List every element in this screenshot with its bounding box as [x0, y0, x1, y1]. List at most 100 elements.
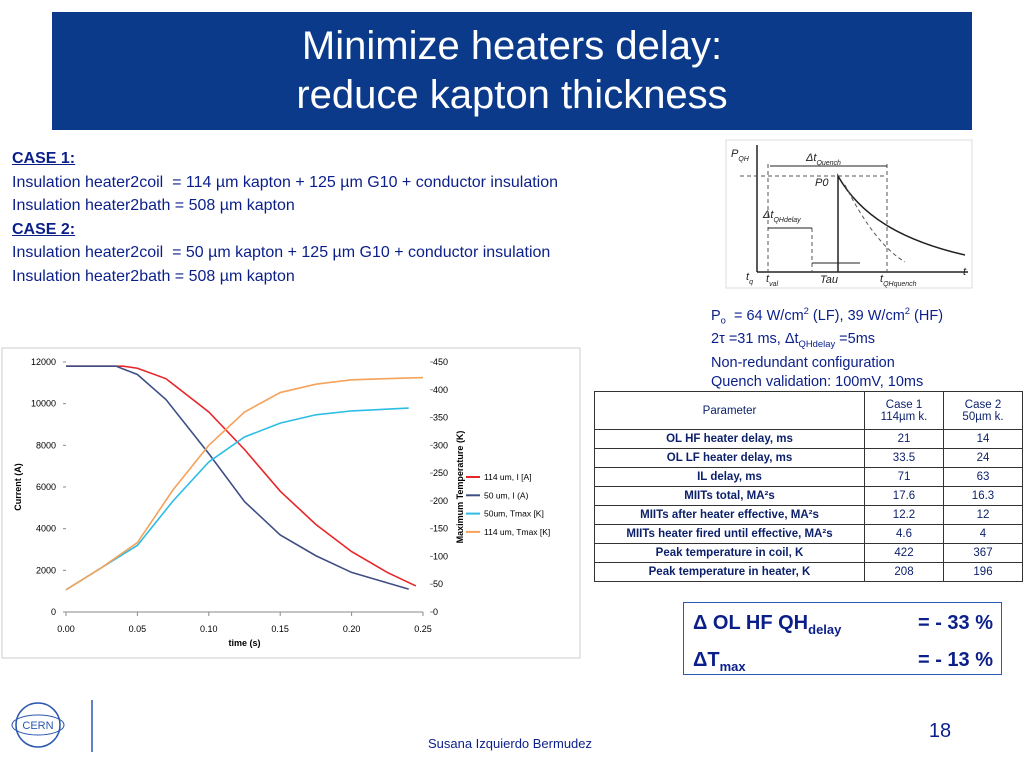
text-segment: Δt — [805, 152, 817, 164]
diagram-label: PQH — [731, 148, 750, 163]
table-row: IL delay, ms 71 63 — [594, 467, 1023, 487]
parameter-cell: Peak temperature in heater, K — [594, 562, 865, 582]
value-cell: 17.6 — [864, 486, 944, 506]
text-segment: P — [711, 307, 721, 324]
value-cell: 12.2 — [864, 505, 944, 525]
table-row: MIITs heater fired until effective, MA²s… — [594, 524, 1023, 544]
summary: Δ OL HF QHdelay = - 33 % ΔTmax = - 13 % — [693, 608, 993, 682]
logo-ring — [15, 702, 61, 748]
value-cell: 367 — [943, 543, 1023, 563]
summary-box — [683, 602, 1002, 675]
parameter-line: 2τ =31 ms, ΔtQHdelay =5ms — [711, 330, 943, 353]
summary-label: ΔTmax — [693, 645, 746, 682]
results-table: Parameter Case 1 114µm k. Case 2 50µm k. OL H… — [594, 391, 1023, 582]
y2-tick-label: 50 — [433, 579, 443, 589]
text-segment: 2 — [803, 305, 809, 316]
x-tick-label: 0.25 — [414, 624, 432, 634]
diagram-pulse — [837, 173, 966, 272]
header-cell: Case 1 114µm k. — [864, 391, 944, 430]
series-line — [65, 407, 409, 591]
y2-tick-label: 450 — [433, 357, 448, 367]
y-tick-label: 10000 — [31, 399, 56, 409]
value-cell: 16.3 — [943, 486, 1023, 506]
header-text: Parameter — [702, 404, 757, 417]
value-cell: 33.5 — [864, 448, 944, 468]
diagram-fast-decay — [844, 184, 906, 263]
y-tick-label: 2000 — [36, 565, 56, 575]
table-row: MIITs after heater effective, MA²s 12.2 12 — [594, 505, 1023, 525]
y2-tick-label: 350 — [433, 413, 448, 423]
parameter-cell: MIITs total, MA²s — [594, 486, 865, 506]
page-number: 18 — [928, 720, 952, 742]
case-line: Insulation heater2bath = 508 µm kapton — [12, 197, 295, 214]
text-segment: Quench validation: 100mV, 10ms — [711, 374, 924, 391]
legend-label: 114 um, Tmax [K] — [484, 527, 550, 537]
x-tick-label: 0.15 — [271, 624, 289, 634]
text-segment: max — [719, 659, 746, 674]
y-tick-label: 0 — [51, 607, 56, 617]
text-segment: Tau — [820, 274, 838, 286]
series-line — [66, 365, 417, 587]
header-text: 50µm k. — [962, 410, 1004, 423]
y-tick-label: 12000 — [31, 357, 56, 367]
value-cell: 196 — [943, 562, 1023, 582]
cases: CASE 1: Insulation heater2coil = 114 µm k… — [12, 147, 558, 288]
y-axis-label: Current (A) — [13, 463, 23, 511]
case-line: Insulation heater2coil = 50 µm kapton + … — [12, 244, 551, 261]
text-segment: Non-redundant configuration — [711, 354, 895, 371]
text-segment: delay — [808, 622, 842, 637]
text-segment: 2τ =31 ms, Δt — [711, 331, 799, 348]
text-segment: o — [720, 314, 726, 326]
diagram-label: ΔtQuench — [805, 152, 841, 167]
y2-tick-label: 400 — [433, 385, 448, 395]
y2-tick-label: 150 — [433, 524, 448, 534]
parameters: Po = 64 W/cm2 (LF), 39 W/cm2 (HF) 2τ =31 … — [711, 301, 943, 393]
x-tick-label: 0.20 — [343, 624, 361, 634]
value-cell: 63 — [943, 467, 1023, 487]
value-cell: 4.6 — [864, 524, 944, 544]
summary-label: Δ OL HF QHdelay — [693, 608, 841, 645]
x-axis-label: time (s) — [228, 638, 260, 648]
legend-label: 50um, Tmax [K] — [484, 509, 544, 519]
parameter-cell: IL delay, ms — [594, 467, 865, 487]
table-row: Peak temperature in heater, K 208 196 — [594, 562, 1023, 582]
parameter-cell: Peak temperature in coil, K — [594, 543, 865, 563]
table-row: Peak temperature in coil, K 422 367 — [594, 543, 1023, 563]
title-line: Minimize heaters delay: — [301, 24, 723, 68]
y-tick-label: 8000 — [36, 440, 56, 450]
header-text: Case 2 — [964, 398, 1002, 411]
value-cell: 21 — [864, 429, 944, 449]
y-tick-label: 6000 — [36, 482, 56, 492]
legend-label: 50 um, I (A) — [484, 490, 529, 500]
text-segment: P — [731, 148, 739, 160]
case-label: CASE 2: — [12, 220, 76, 238]
title: Minimize heaters delay: reduce kapton thi… — [52, 12, 972, 130]
text-segment: t — [746, 271, 750, 283]
header-text: Case 1 — [885, 398, 923, 411]
value-cell: 4 — [943, 524, 1023, 544]
parameter-line: Non-redundant configuration — [711, 354, 943, 374]
text-segment: t — [880, 273, 884, 285]
x-tick-label: 0.10 — [200, 624, 218, 634]
parameter-cell: MIITs heater fired until effective, MA²s — [594, 524, 865, 544]
text-segment: = 64 W/cm — [725, 307, 804, 324]
value-cell: 208 — [864, 562, 944, 582]
table-row: OL HF heater delay, ms 21 14 — [594, 429, 1023, 449]
chart-frame — [1, 347, 581, 659]
summary-row: ΔTmax = - 13 % — [693, 645, 993, 682]
summary-row: Δ OL HF QHdelay = - 33 % — [693, 608, 993, 645]
summary-value: = - 13 % — [917, 649, 993, 671]
text-segment: P0 — [815, 177, 829, 189]
text-segment: (HF) — [910, 307, 944, 324]
diagram-label: P0 — [815, 177, 829, 189]
value-cell: 12 — [943, 505, 1023, 525]
text-segment: QHdelay — [773, 217, 801, 224]
case-line: Insulation heater2bath = 508 µm kapton — [12, 267, 295, 285]
value-cell: 24 — [943, 448, 1023, 468]
y2-tick-label: 250 — [433, 468, 448, 478]
text-segment: q — [749, 279, 753, 286]
text-segment: val — [769, 281, 778, 288]
text-segment: Quench — [816, 160, 841, 167]
parameter-cell: OL LF heater delay, ms — [594, 448, 865, 468]
